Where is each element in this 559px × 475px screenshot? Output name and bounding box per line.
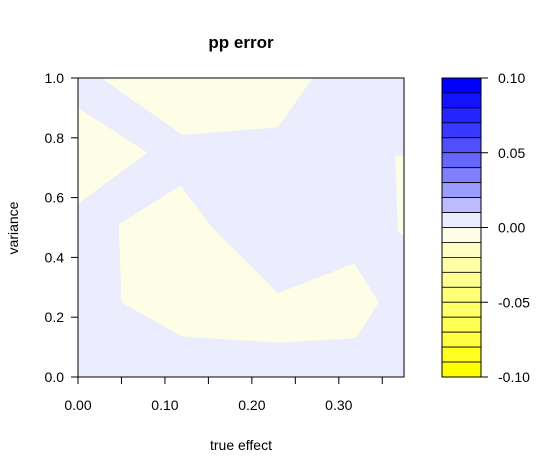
colorbar-level-0 — [441, 77, 482, 94]
y-tick-label: 0.6 — [45, 190, 65, 206]
colorbar-level-15 — [441, 301, 482, 318]
x-tick-label: 0.30 — [325, 397, 352, 413]
colorbar-level-2 — [441, 107, 482, 124]
y-tick-label: 0.2 — [45, 309, 65, 325]
colorbar: 0.10 0.05 0.00 -0.05 -0.10 — [441, 70, 530, 385]
colorbar-tick-label: -0.05 — [498, 294, 530, 310]
contour-region-2 — [78, 78, 313, 135]
colorbar-level-1 — [441, 92, 482, 109]
colorbar-level-5 — [441, 152, 482, 169]
colorbar-level-19 — [441, 361, 482, 378]
colorbar-level-3 — [441, 122, 482, 139]
colorbar-tick-label: 0.05 — [498, 145, 525, 161]
colorbar-tick-label: 0.00 — [498, 220, 525, 236]
x-tick-label: 0.00 — [64, 397, 91, 413]
y-axis-label: variance — [5, 201, 21, 254]
chart-title: pp error — [208, 33, 274, 52]
colorbar-level-17 — [441, 331, 482, 348]
colorbar-level-18 — [441, 346, 482, 363]
colorbar-level-14 — [441, 286, 482, 303]
x-axis-label: true effect — [210, 437, 272, 453]
contour-region-4 — [395, 155, 404, 237]
colorbar-level-16 — [441, 316, 482, 333]
x-tick-label: 0.10 — [151, 397, 178, 413]
y-tick-label: 0.4 — [45, 249, 65, 265]
contour-region-1 — [78, 107, 148, 204]
contour-region-3 — [118, 185, 379, 343]
colorbar-level-8 — [441, 197, 482, 213]
colorbar-tick-label: -0.10 — [498, 369, 530, 385]
colorbar-level-10 — [441, 227, 482, 243]
colorbar-level-9 — [441, 212, 482, 228]
y-tick-label: 0.8 — [45, 130, 65, 146]
colorbar-level-7 — [441, 182, 482, 198]
x-tick-label: 0.20 — [238, 397, 265, 413]
colorbar-level-6 — [441, 167, 482, 184]
colorbar-level-13 — [441, 271, 482, 288]
colorbar-level-11 — [441, 242, 482, 258]
plot-area — [78, 78, 404, 377]
colorbar-level-12 — [441, 256, 482, 273]
colorbar-tick-label: 0.10 — [498, 70, 525, 86]
y-tick-label: 0.0 — [45, 369, 65, 385]
colorbar-level-4 — [441, 137, 482, 154]
y-tick-label: 1.0 — [45, 70, 65, 86]
axes: 0.00 0.10 0.20 0.30 0.0 0.2 0.4 0.6 0.8 1.0 — [45, 70, 405, 413]
